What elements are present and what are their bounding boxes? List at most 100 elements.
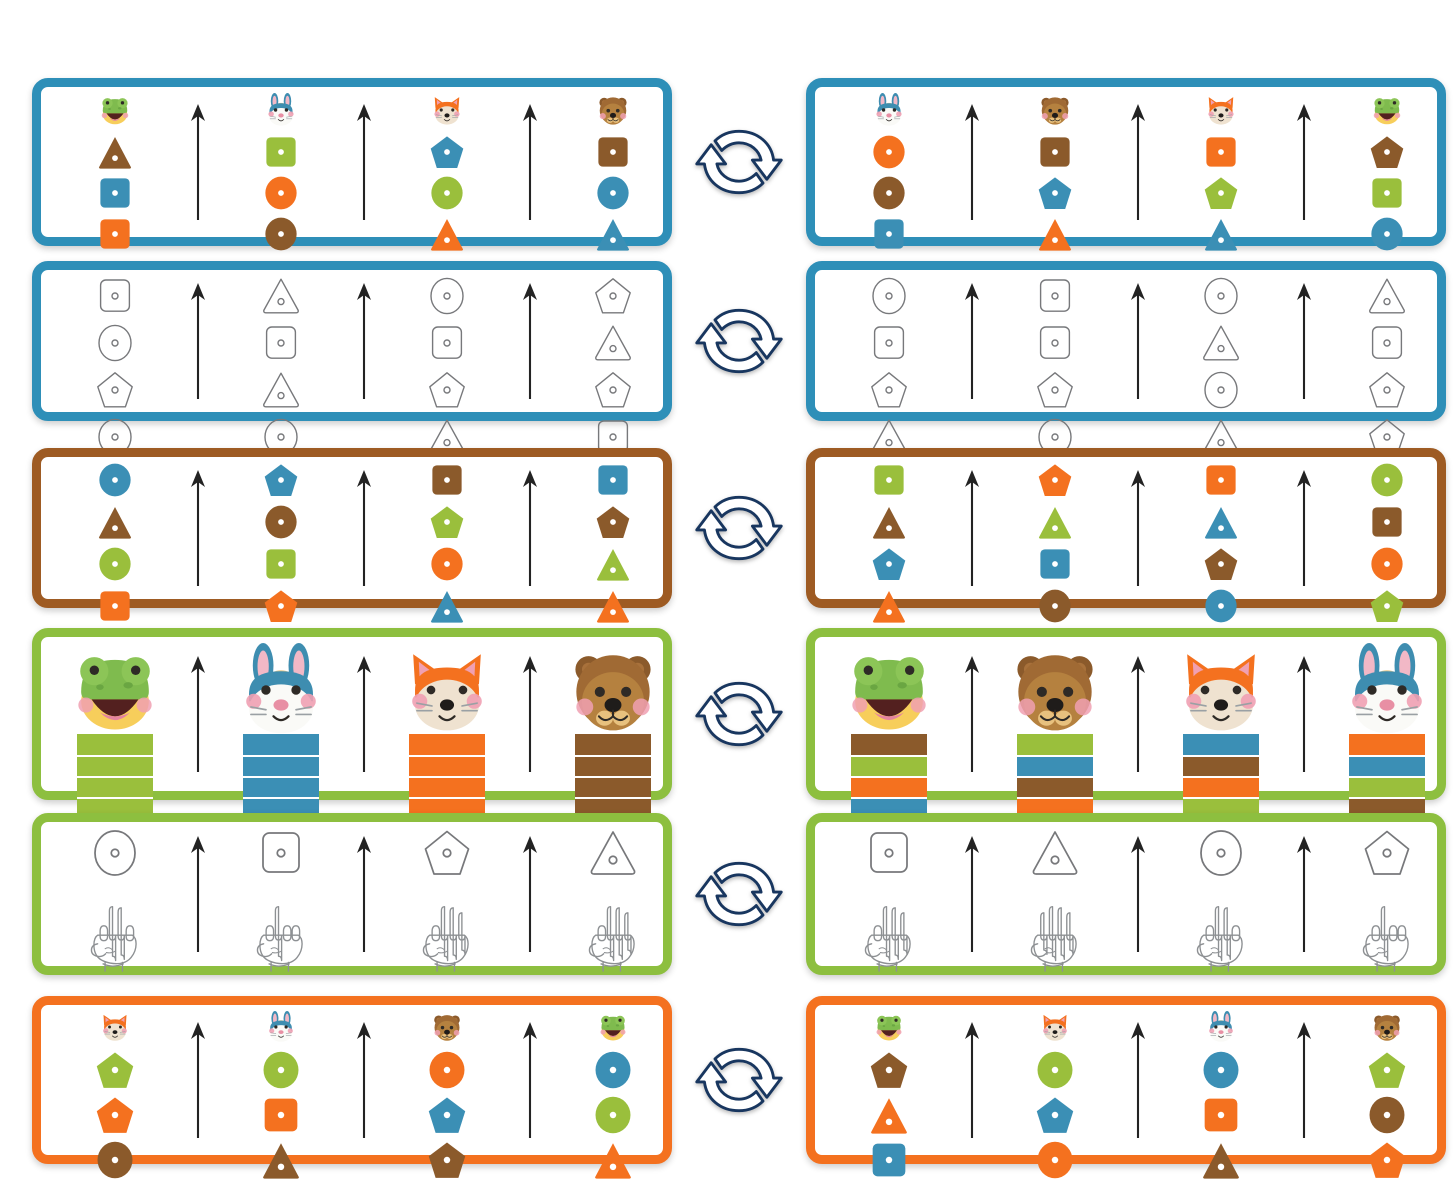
shape-stack [872,463,906,628]
up-arrow-icon [507,828,553,960]
shape-circle [1370,547,1404,586]
shape-pentagon [430,135,464,174]
animal-head-bunny [234,643,328,742]
animal-head-bear [596,93,630,132]
panel-row-4-right[interactable] [806,628,1446,818]
shape-stack [870,1051,908,1184]
outline-shape-square [95,276,135,321]
animal-head-bunny [872,93,906,132]
hand-sign-1 [1356,899,1418,980]
animal-head-bunny [264,93,298,132]
panel-row-4-left[interactable] [32,628,672,818]
panel-row-3-left[interactable] [32,448,673,623]
shape-pentagon [1204,176,1238,215]
animal-head-frog [1370,93,1404,132]
shape-pentagon [872,547,906,586]
pattern-column [829,276,949,455]
up-arrow-icon [175,93,221,231]
outline-shape-stack [261,276,301,462]
shape-square [262,1096,300,1139]
shape-triangle [594,1141,632,1184]
shape-triangle [262,1141,300,1184]
shape-triangle [596,217,630,256]
outline-shape-circle [1201,370,1241,415]
panel-row-1-right[interactable] [806,78,1446,251]
shape-circle [262,1051,300,1094]
refresh-swap-icon[interactable] [672,293,806,389]
shape-pentagon [428,1096,466,1139]
shape-triangle [430,217,464,256]
shape-circle [1368,1096,1406,1139]
refresh-swap-icon[interactable] [672,480,806,576]
shape-stack [264,463,298,628]
animal-head-frog [68,643,162,742]
refresh-swap-icon[interactable] [672,1032,806,1128]
tower-band [575,776,651,797]
shape-circle [264,505,298,544]
panel-row-5-right[interactable] [806,813,1446,975]
panel-row-1-left[interactable] [32,78,672,251]
pattern-column [553,463,673,623]
animal-head-bear [1371,1011,1403,1048]
animal-head-bunny [265,1011,297,1048]
hand-sign-2 [84,899,146,980]
panel-row-6-right[interactable] [806,996,1446,1179]
shape-pentagon [1204,547,1238,586]
up-arrow-icon [175,1011,221,1149]
hand-sign-3 [858,899,920,980]
shape-stack [262,1051,300,1184]
shape-square [430,463,464,502]
up-arrow-icon [175,276,221,406]
shape-triangle [1038,505,1072,544]
panel-row-2-left[interactable] [32,261,672,456]
shape-circle [98,463,132,502]
worksheet-row [0,78,1454,251]
up-arrow-icon [1281,276,1327,406]
pattern-column [387,276,507,455]
pattern-column [1327,276,1447,455]
animal-head-bear [1038,93,1072,132]
shape-circle [1036,1141,1074,1184]
outline-shape-circle [427,276,467,321]
up-arrow-icon [1115,463,1161,593]
shape-circle [1370,463,1404,502]
shape-stack [1204,135,1238,256]
pattern-column [55,93,175,249]
refresh-swap-icon[interactable] [672,114,806,210]
pattern-column [221,643,341,818]
outline-shape-square [261,323,301,368]
shape-pentagon [428,1141,466,1184]
refresh-swap-icon[interactable] [672,666,806,762]
tower-band [409,755,485,776]
hand-sign-4 [1024,899,1086,980]
up-arrow-icon [507,643,553,785]
tower-band [851,755,927,776]
panel-row-5-left[interactable] [32,813,672,975]
shape-square [1370,505,1404,544]
up-arrow-icon [949,1011,995,1149]
panel-row-6-left[interactable] [32,996,672,1179]
shape-pentagon [1036,1096,1074,1139]
shape-circle [594,1051,632,1094]
shape-circle [594,1096,632,1139]
up-arrow-icon [507,463,553,593]
tower-band [243,797,319,818]
outline-shape-triangle [261,276,301,321]
up-arrow-icon [1281,1011,1327,1149]
refresh-swap-icon[interactable] [672,846,806,942]
panel-row-3-right[interactable] [806,448,1446,623]
up-arrow-icon [949,463,995,593]
shape-triangle [870,1096,908,1139]
animal-head-fox [400,643,494,742]
shape-square [870,1141,908,1184]
outline-shape-stack [1367,276,1407,462]
pattern-column [387,463,507,623]
up-arrow-icon [1281,828,1327,960]
tower-band [77,734,153,755]
shape-square [1204,463,1238,502]
panel-row-2-right[interactable] [806,261,1447,456]
pattern-column [387,93,507,251]
shape-triangle [1204,505,1238,544]
outline-shape-stack [869,276,909,462]
